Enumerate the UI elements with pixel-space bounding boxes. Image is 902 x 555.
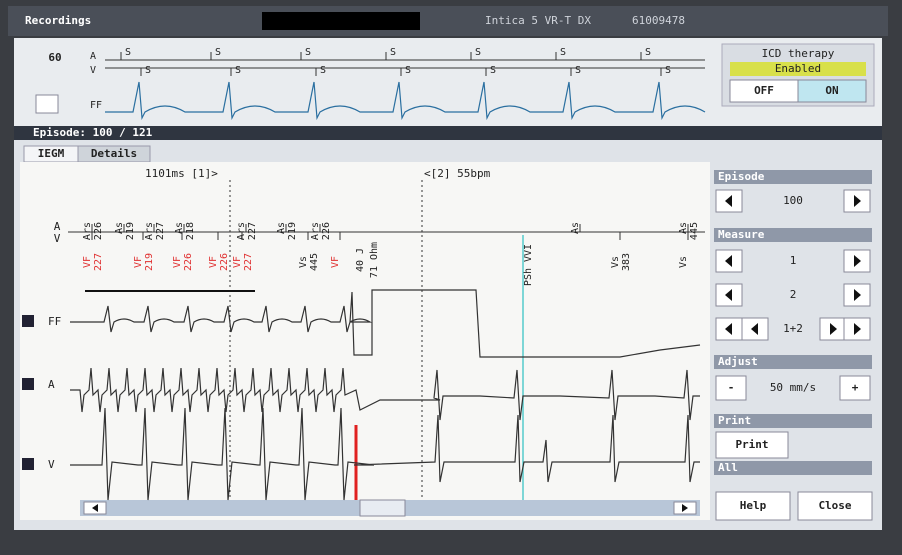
a-marker-interval: 219 bbox=[287, 222, 298, 240]
close-button-label[interactable]: Close bbox=[818, 499, 851, 512]
v-marker-interval: 226 bbox=[219, 253, 230, 271]
section-title: Print bbox=[718, 414, 751, 427]
print-button-label[interactable]: Print bbox=[735, 438, 768, 451]
help-button-label[interactable]: Help bbox=[740, 499, 767, 512]
on-label[interactable]: ON bbox=[825, 84, 838, 97]
a-marker-type: As bbox=[678, 222, 689, 234]
v-marker-interval: 227 bbox=[243, 253, 254, 271]
episode-value: 100 bbox=[783, 194, 803, 207]
v-marker-interval: 219 bbox=[144, 253, 155, 271]
measure-both: 1+2 bbox=[783, 322, 803, 335]
shock-label: 71 Ohm bbox=[369, 242, 380, 278]
scope: All bbox=[718, 461, 738, 474]
strip-a-marker: S bbox=[305, 47, 311, 58]
section-title: Episode bbox=[718, 170, 765, 183]
a-marker-type: As bbox=[114, 222, 125, 234]
v-marker-type: Vs bbox=[298, 256, 309, 268]
strip-v-marker: S bbox=[490, 65, 496, 76]
v-marker-type: VF bbox=[232, 256, 243, 268]
section-title: Adjust bbox=[718, 355, 758, 368]
mode-switch: PSh VVI bbox=[523, 244, 534, 286]
axis-label: V bbox=[54, 232, 61, 245]
redacted bbox=[262, 12, 420, 30]
strip-a-marker: S bbox=[390, 47, 396, 58]
minus-button-label[interactable]: - bbox=[728, 381, 735, 394]
off-label[interactable]: OFF bbox=[754, 84, 774, 97]
v-marker-type: VF bbox=[133, 256, 144, 268]
section-title: Measure bbox=[718, 228, 765, 241]
a-marker-interval: 226 bbox=[321, 222, 332, 240]
v-marker-type: VF bbox=[82, 256, 93, 268]
rate: 60 bbox=[48, 51, 61, 64]
title: Recordings bbox=[25, 14, 91, 27]
channel-label: A bbox=[48, 378, 55, 391]
a-marker-interval: 445 bbox=[689, 222, 700, 240]
v-marker-interval: 445 bbox=[309, 253, 320, 271]
strip-a-marker: S bbox=[560, 47, 566, 58]
plot-area bbox=[20, 162, 710, 520]
strip-v-marker: S bbox=[405, 65, 411, 76]
icd-title: ICD therapy bbox=[762, 47, 835, 60]
channel-label: FF bbox=[48, 315, 61, 328]
v-marker-type: Vs bbox=[678, 256, 689, 268]
strip-v-marker: S bbox=[575, 65, 581, 76]
a-marker-interval: 219 bbox=[125, 222, 136, 240]
channel-icon[interactable] bbox=[22, 458, 34, 470]
channel-icon[interactable] bbox=[22, 378, 34, 390]
a-marker-type: Ars bbox=[144, 222, 155, 240]
strip-channel: V bbox=[90, 65, 96, 76]
device: Intica 5 VR-T DX bbox=[485, 14, 591, 27]
a-marker-type: As bbox=[174, 222, 185, 234]
v-marker-type: VF bbox=[172, 256, 183, 268]
plus-button-label[interactable]: + bbox=[852, 381, 859, 394]
strip-v-marker: S bbox=[235, 65, 241, 76]
scroll-thumb[interactable] bbox=[360, 500, 405, 516]
v-marker-interval: 383 bbox=[621, 253, 632, 271]
strip-channel: A bbox=[90, 51, 96, 62]
v-marker-type: Vs bbox=[610, 256, 621, 268]
speed: 50 mm/s bbox=[770, 381, 816, 394]
cursor-2: <[2] 55bpm bbox=[424, 167, 491, 180]
a-marker-interval: 227 bbox=[155, 222, 166, 240]
strip-channel: FF bbox=[90, 100, 102, 111]
measure-value: 2 bbox=[790, 288, 797, 301]
strip-a-marker: S bbox=[475, 47, 481, 58]
v-marker-interval: 227 bbox=[93, 253, 104, 271]
a-marker-type: As bbox=[276, 222, 287, 234]
a-marker-type: Ars bbox=[82, 222, 93, 240]
strip-a-marker: S bbox=[215, 47, 221, 58]
tab[interactable]: Details bbox=[91, 147, 137, 160]
icd-status: Enabled bbox=[775, 62, 821, 75]
zoom-button[interactable] bbox=[36, 95, 58, 113]
cursor-1: 1101ms [1]> bbox=[145, 167, 218, 180]
v-marker-type: VF bbox=[330, 256, 341, 268]
v-marker-interval: 226 bbox=[183, 253, 194, 271]
a-marker-interval: 227 bbox=[247, 222, 258, 240]
strip-a-marker: S bbox=[645, 47, 651, 58]
channel-icon[interactable] bbox=[22, 315, 34, 327]
episode-header: Episode: 100 / 121 bbox=[33, 126, 153, 139]
screen: Recordings Intica 5 VR-T DX 61009478 60 … bbox=[0, 0, 902, 555]
shock-label: 40 J bbox=[355, 248, 366, 272]
serial: 61009478 bbox=[632, 14, 685, 27]
title-bar bbox=[8, 6, 888, 36]
v-marker-type: VF bbox=[208, 256, 219, 268]
channel-label: V bbox=[48, 458, 55, 471]
a-marker-type: As bbox=[570, 222, 581, 234]
strip-v-marker: S bbox=[665, 65, 671, 76]
a-marker-interval: 218 bbox=[185, 222, 196, 240]
a-marker-type: Ars bbox=[310, 222, 321, 240]
a-marker-interval: 226 bbox=[93, 222, 104, 240]
tab[interactable]: IEGM bbox=[38, 147, 65, 160]
strip-a-marker: S bbox=[125, 47, 131, 58]
strip-v-marker: S bbox=[320, 65, 326, 76]
strip-v-marker: S bbox=[145, 65, 151, 76]
measure-value: 1 bbox=[790, 254, 797, 267]
